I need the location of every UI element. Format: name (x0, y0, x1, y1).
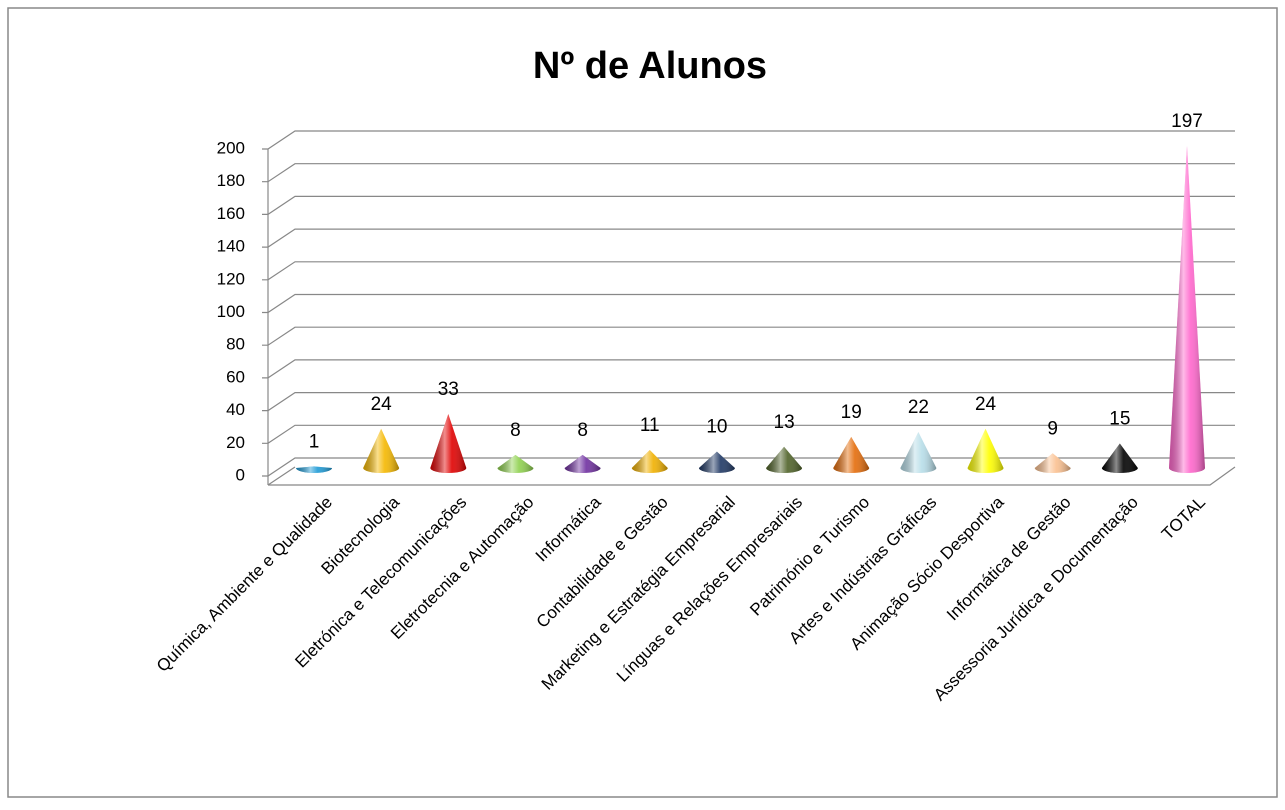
y-tick-label: 40 (226, 400, 245, 419)
grid-line (262, 130, 1235, 150)
data-label: 19 (841, 402, 862, 423)
grid-line (262, 326, 1235, 346)
data-label: 13 (774, 412, 795, 433)
data-label: 15 (1109, 408, 1130, 429)
grid-line (262, 392, 1235, 412)
grid-line (262, 261, 1235, 281)
cone-shading (1034, 453, 1071, 473)
cone-shading (967, 428, 1004, 473)
grid-line (262, 424, 1235, 444)
chart-title: Nº de Alunos (533, 45, 767, 87)
cone-shading (497, 454, 534, 473)
y-tick-label: 120 (217, 269, 245, 288)
cone-shading (564, 454, 601, 473)
data-label: 9 (1047, 418, 1058, 439)
cone-shading (1169, 145, 1205, 473)
cone-shading (766, 446, 803, 473)
data-label: 33 (438, 379, 459, 400)
data-label: 197 (1171, 111, 1203, 132)
cone-shading (631, 450, 668, 473)
chart-border (7, 7, 1278, 798)
cone-shading (698, 451, 735, 473)
y-tick-label: 0 (236, 465, 245, 484)
y-tick-label: 160 (217, 204, 245, 223)
data-label: 11 (640, 415, 660, 436)
data-label: 10 (706, 417, 727, 438)
y-tick-label: 60 (226, 367, 245, 386)
y-tick-label: 140 (217, 237, 245, 256)
grid-line (262, 195, 1235, 215)
y-tick-label: 200 (217, 138, 245, 157)
data-label: 24 (975, 394, 997, 415)
data-label: 22 (908, 397, 929, 418)
grid-line (262, 359, 1235, 379)
cone-shading (833, 436, 870, 473)
y-tick-label: 100 (217, 302, 245, 321)
cone-shading (430, 414, 467, 473)
cone-shading (900, 432, 937, 473)
cone-shading (296, 466, 332, 473)
data-label: 1 (309, 431, 320, 452)
data-label: 8 (577, 420, 588, 441)
data-label: 8 (510, 420, 521, 441)
grid-line (262, 457, 1235, 477)
y-tick-label: 20 (226, 433, 245, 452)
data-label: 24 (371, 394, 393, 415)
y-tick-label: 180 (217, 171, 245, 190)
grid-line (262, 163, 1235, 183)
cone-shading (363, 428, 400, 473)
y-tick-label: 80 (226, 335, 245, 354)
floor (267, 466, 1236, 486)
grid-line (262, 228, 1235, 248)
cone-shading (1101, 443, 1138, 473)
grid-line (262, 293, 1235, 314)
